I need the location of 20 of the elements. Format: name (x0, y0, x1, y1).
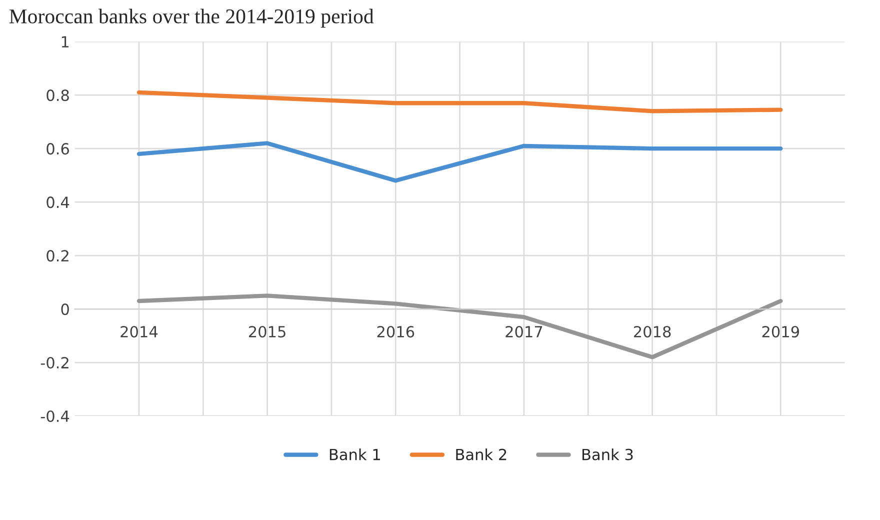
x-tick-label: 2017 (506, 326, 542, 338)
y-tick-label: 0.4 (46, 196, 70, 208)
y-tick-label: 0.2 (46, 250, 68, 262)
legend-label: Bank 2 (456, 448, 506, 460)
line-series (136, 90, 783, 114)
y-tick-label: 0 (61, 303, 69, 316)
chart-title: Moroccan banks over the 2014-2019 period (9, 8, 374, 28)
legend-label: Bank 1 (330, 448, 380, 460)
x-tick-label: 2019 (762, 326, 799, 338)
y-tick-label: 0.6 (46, 143, 69, 155)
y-tick-label: 0.8 (46, 90, 69, 102)
x-tick-label: 2016 (377, 326, 414, 338)
line-series (136, 141, 783, 183)
legend-label: Bank 3 (582, 448, 633, 460)
y-tick-label: -0.2 (40, 356, 68, 369)
y-tick-label: -0.4 (40, 410, 70, 422)
x-tick-label: 2018 (634, 326, 671, 338)
x-tick-label: 2014 (120, 326, 158, 338)
y-tick-label: 1 (62, 36, 69, 48)
x-tick-label: 2015 (248, 326, 286, 338)
